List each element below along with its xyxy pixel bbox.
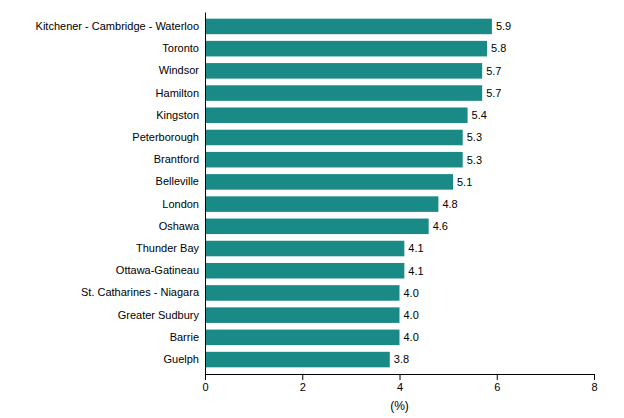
- y-tick: Guelph: [164, 353, 199, 365]
- bar: [205, 107, 468, 123]
- y-tick-label: London: [162, 198, 199, 210]
- bar: [205, 219, 429, 235]
- bar: [205, 152, 463, 168]
- y-tick: Peterborough: [132, 131, 199, 143]
- y-tick: Ottawa-Gatineau: [116, 264, 199, 276]
- x-tick-label: 4: [397, 381, 403, 393]
- y-tick: Toronto: [162, 42, 199, 54]
- y-tick: Windsor: [159, 64, 200, 76]
- data-label: 4.1: [408, 242, 423, 254]
- y-axis: Kitchener - Cambridge - Waterloo Toronto W…: [36, 13, 206, 375]
- data-label: 4.6: [433, 220, 448, 232]
- bar: [205, 263, 404, 279]
- x-tick-mark: [302, 374, 303, 380]
- data-label: 5.7: [486, 65, 501, 77]
- y-axis-line: [205, 13, 206, 375]
- y-tick-label: Windsor: [159, 64, 200, 76]
- x-axis-title: (%): [390, 399, 409, 413]
- y-tick-label: Oshawa: [159, 220, 200, 232]
- x-tick: 0: [202, 374, 208, 393]
- y-tick-label: Greater Sudbury: [118, 309, 200, 321]
- y-tick-label: Kitchener - Cambridge - Waterloo: [36, 20, 199, 32]
- y-tick-label: Thunder Bay: [136, 242, 199, 254]
- y-tick: Brantford: [154, 153, 199, 165]
- y-tick: Kitchener - Cambridge - Waterloo: [36, 20, 199, 32]
- y-tick-label: Toronto: [162, 42, 199, 54]
- data-label: 4.0: [404, 309, 419, 321]
- bars: [205, 19, 492, 368]
- y-tick: Belleville: [156, 175, 199, 187]
- bar: [205, 352, 390, 368]
- x-axis-line: [206, 375, 595, 381]
- bar: [205, 41, 487, 57]
- bar: [205, 196, 438, 212]
- y-tick-label: Belleville: [156, 175, 199, 187]
- data-label: 4.0: [404, 331, 419, 343]
- y-tick: Thunder Bay: [136, 242, 199, 254]
- data-label: 5.4: [472, 109, 487, 121]
- y-tick-label: Guelph: [164, 353, 199, 365]
- x-tick-mark: [497, 374, 498, 380]
- x-tick-label: 0: [202, 381, 208, 393]
- y-tick: Greater Sudbury: [118, 309, 200, 321]
- y-tick: Hamilton: [156, 87, 199, 99]
- x-tick-label: 6: [494, 381, 500, 393]
- x-tick: 6: [494, 374, 500, 393]
- bar: [205, 285, 400, 301]
- x-tick-mark: [400, 374, 401, 380]
- y-tick: Barrie: [170, 331, 199, 343]
- bar: [205, 307, 400, 323]
- data-label: 5.8: [491, 42, 506, 54]
- y-tick: Kingston: [156, 109, 199, 121]
- bar: [205, 174, 453, 190]
- y-tick-label: Peterborough: [132, 131, 199, 143]
- bar: [205, 241, 404, 257]
- plot: 3.8 4.0 4.0 4.0 4.1 4.1 4.6 4.85.1 5.3 5.3 5.4 5.7 5…: [36, 13, 598, 393]
- y-tick: Oshawa: [159, 220, 200, 232]
- x-tick-label: 8: [591, 381, 597, 393]
- x-axis: 0 2 4 6 8: [202, 374, 597, 393]
- y-tick-label: Barrie: [170, 331, 199, 343]
- y-tick-label: Ottawa-Gatineau: [116, 264, 199, 276]
- bar: [205, 85, 482, 101]
- y-tick-label: St. Catharines - Niagara: [81, 286, 200, 298]
- data-label: 5.3: [467, 131, 482, 143]
- y-tick-label: Hamilton: [156, 87, 199, 99]
- x-tick-mark: [594, 374, 595, 380]
- data-label: 5.7: [486, 87, 501, 99]
- data-label: 3.8: [394, 353, 409, 365]
- data-label: 5.3: [467, 154, 482, 166]
- x-tick: 4: [397, 374, 403, 393]
- y-tick-label: Brantford: [154, 153, 199, 165]
- bar: [205, 19, 492, 35]
- data-label: 4.0: [404, 287, 419, 299]
- data-label: 4.1: [408, 265, 423, 277]
- bar: [205, 330, 400, 346]
- chart: 3.8 4.0 4.0 4.0 4.1 4.1 4.6 4.85.1 5.3 5.3 5.4 5.7 5…: [0, 0, 624, 418]
- bar: [205, 63, 482, 79]
- bar: [205, 130, 463, 146]
- x-tick: 8: [591, 374, 597, 393]
- data-label: 5.1: [457, 176, 472, 188]
- data-label: 4.8: [442, 198, 457, 210]
- data-labels: 3.8 4.0 4.0 4.0 4.1 4.1 4.6 4.85.1 5.3 5.3 5.4 5.7 5…: [394, 20, 511, 365]
- x-tick-mark: [205, 374, 206, 380]
- data-label: 5.9: [496, 20, 511, 32]
- y-tick: St. Catharines - Niagara: [81, 286, 200, 298]
- x-tick: 2: [300, 374, 306, 393]
- y-tick: London: [162, 198, 199, 210]
- x-tick-label: 2: [300, 381, 306, 393]
- y-tick-label: Kingston: [156, 109, 199, 121]
